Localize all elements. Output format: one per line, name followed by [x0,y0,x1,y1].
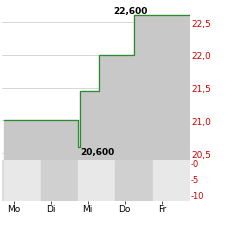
Text: 22,600: 22,600 [114,7,148,16]
Bar [78,160,115,201]
Bar [4,160,41,201]
Bar [153,160,190,201]
Bar [115,160,153,201]
Bar [41,160,78,201]
Text: 20,600: 20,600 [80,147,114,156]
Polygon shape [4,16,190,160]
